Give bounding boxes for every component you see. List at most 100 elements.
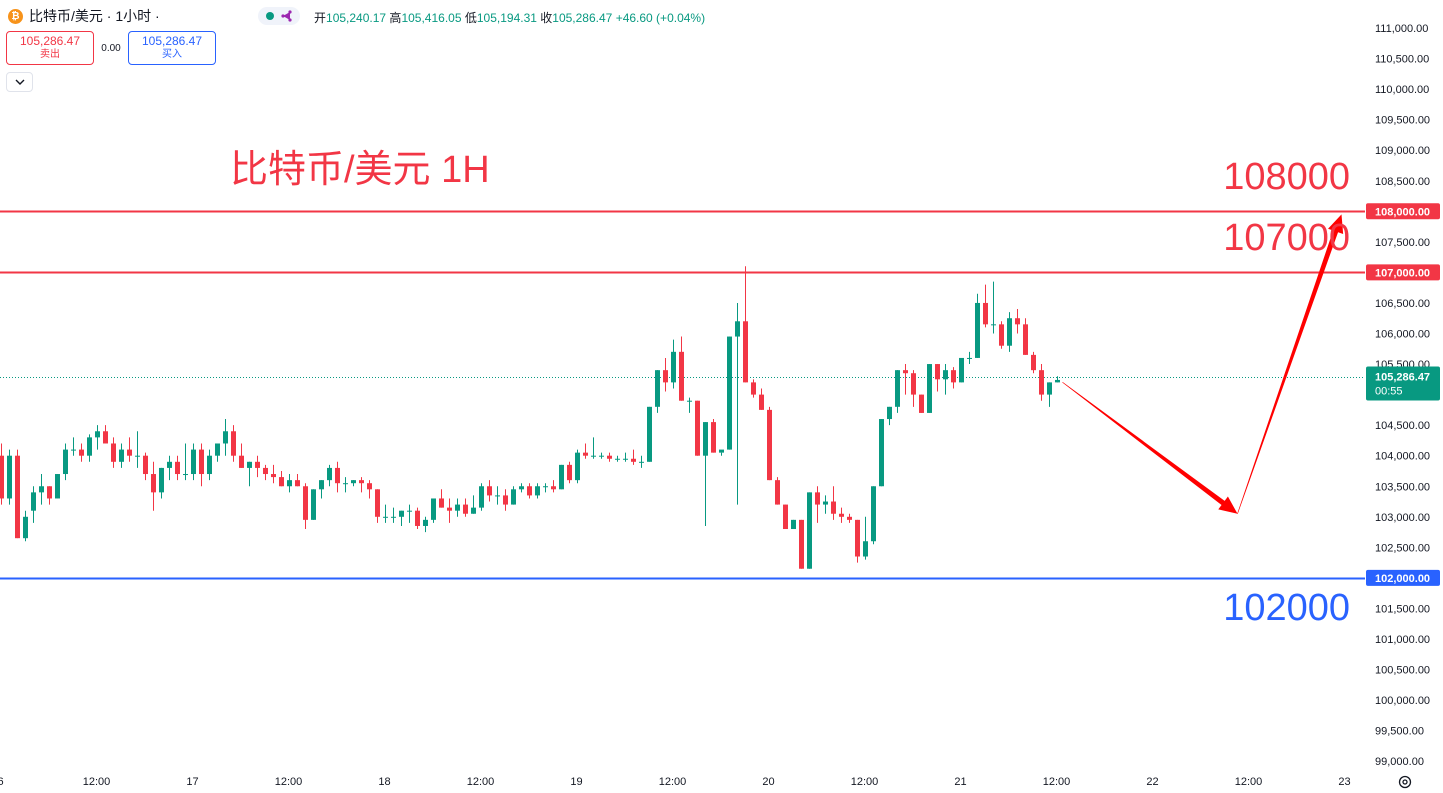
candle-body	[1031, 354, 1036, 371]
candle-body	[455, 504, 460, 511]
level-102000-annotation[interactable]: 102000	[1223, 587, 1350, 629]
candle-body	[751, 382, 756, 395]
candle-body	[327, 467, 332, 481]
level-107000-annotation[interactable]: 107000	[1223, 217, 1350, 259]
candle-body	[31, 492, 36, 511]
candle-body	[799, 519, 804, 569]
candle-body	[151, 474, 156, 493]
sell-button[interactable]: 105,286.47 卖出	[6, 31, 94, 65]
candle-body	[175, 461, 180, 475]
candle-body	[903, 370, 908, 374]
candle-body	[807, 492, 812, 569]
candle-body	[911, 373, 916, 395]
candle-body	[639, 461, 644, 463]
symbol-header[interactable]: ₿ 比特币/美元 · 1小时 ·	[8, 6, 160, 26]
time-tick-label: 12:00	[467, 776, 495, 788]
time-tick-label: 22	[1146, 776, 1158, 788]
candle-body	[783, 504, 788, 530]
candle-body	[535, 486, 540, 496]
price-tick-label: 103,000.00	[1375, 512, 1430, 524]
time-tick-label: 12:00	[1235, 776, 1263, 788]
time-tick-label: 20	[762, 776, 774, 788]
candle-body	[135, 455, 140, 457]
time-tick-label: 18	[378, 776, 390, 788]
candle-body	[143, 455, 148, 475]
candle-body	[631, 458, 636, 462]
price-tick-label: 110,500.00	[1375, 54, 1429, 66]
sell-price: 105,286.47	[19, 34, 81, 48]
candle-body	[431, 498, 436, 520]
candle-body	[231, 431, 236, 456]
close-value: 105,286.47	[552, 11, 613, 25]
candle-body	[127, 449, 132, 456]
candle-body	[1047, 382, 1052, 395]
level-badge	[1366, 569, 1440, 586]
candle-body	[519, 486, 524, 490]
time-tick-label: 12:00	[851, 776, 879, 788]
candle-body	[311, 489, 316, 520]
indicator-toggle[interactable]	[258, 7, 300, 25]
candle-body	[695, 400, 700, 456]
candle-body	[87, 437, 92, 456]
candle-body	[207, 455, 212, 475]
price-tick-label: 103,500.00	[1375, 481, 1430, 493]
time-tick-label: 23	[1338, 776, 1350, 788]
candle-body	[583, 452, 588, 456]
chevron-down-icon	[15, 79, 24, 85]
time-tick-label: 12:00	[659, 776, 687, 788]
time-tick-label: 19	[570, 776, 582, 788]
candle-body	[0, 455, 4, 499]
candle-body	[503, 495, 508, 505]
candle-body	[23, 516, 28, 539]
price-tick-label: 107,500.00	[1375, 237, 1430, 249]
candle-body	[887, 406, 892, 420]
projection-arrow-up[interactable]	[1237, 214, 1344, 514]
candle-body	[991, 324, 996, 326]
candle-body	[167, 461, 172, 468]
price-tick-label: 109,500.00	[1375, 115, 1430, 127]
buy-button[interactable]: 105,286.47 买入	[128, 31, 216, 65]
candle-body	[863, 541, 868, 557]
high-value: 105,416.05	[401, 11, 462, 25]
buy-label: 买入	[162, 49, 182, 60]
chart-title-annotation[interactable]: 比特币/美元 1H	[230, 149, 490, 191]
candle-body	[719, 449, 724, 453]
time-tick-label: 12:00	[1043, 776, 1071, 788]
time-axis[interactable]: 6 12:00 17 12:00 18 12:00 19 12:00 20 12:00 21 12:0…	[0, 776, 1351, 788]
last-price-label: 105,286.47	[1375, 372, 1430, 384]
candle-body	[703, 422, 708, 456]
candle-body	[895, 370, 900, 407]
time-tick-label: 12:00	[275, 776, 303, 788]
candle-body	[511, 489, 516, 505]
level-108000-annotation[interactable]: 108000	[1223, 156, 1350, 198]
chart-settings-button[interactable]	[1396, 773, 1414, 791]
candle-body	[119, 449, 124, 462]
level-badge-label: 108,000.00	[1375, 206, 1430, 218]
candle-body	[495, 495, 500, 497]
spread-value: 0.00	[101, 42, 121, 54]
time-tick-label: 21	[954, 776, 966, 788]
symbol-title[interactable]: 比特币/美元 · 1小时 ·	[29, 8, 160, 24]
sell-label: 卖出	[40, 49, 60, 60]
collapse-legend-button[interactable]	[6, 72, 33, 92]
low-label: 低	[464, 11, 477, 25]
candle-body	[183, 474, 188, 476]
candle-body	[47, 486, 52, 499]
level-badge	[1366, 203, 1440, 220]
price-tick-label: 111,000.00	[1375, 23, 1428, 35]
candle-body	[831, 501, 836, 514]
candle-body	[447, 507, 452, 511]
price-tick-label: 108,500.00	[1375, 176, 1430, 188]
close-label: 收	[540, 11, 553, 25]
candle-body	[239, 455, 244, 468]
candle-body	[919, 394, 924, 413]
candle-body	[655, 370, 660, 407]
candle-body	[967, 357, 972, 359]
candle-body	[1039, 370, 1044, 395]
candle-body	[95, 431, 100, 438]
candle-body	[463, 504, 468, 514]
projection-arrow-down[interactable]	[1062, 382, 1238, 514]
candle-body	[271, 474, 276, 478]
price-tick-label: 99,000.00	[1375, 756, 1424, 768]
